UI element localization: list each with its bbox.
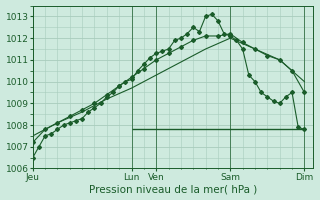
X-axis label: Pression niveau de la mer( hPa ): Pression niveau de la mer( hPa ): [89, 184, 257, 194]
